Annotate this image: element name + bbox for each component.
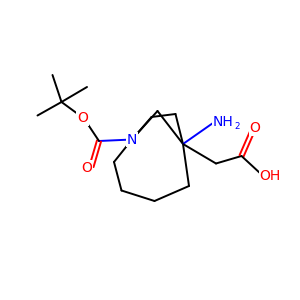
Text: O: O [250, 122, 260, 135]
Text: N: N [127, 133, 137, 146]
Text: $_2$: $_2$ [234, 119, 240, 133]
Text: NH: NH [213, 115, 234, 128]
Text: OH: OH [260, 169, 280, 182]
Text: O: O [77, 112, 88, 125]
Text: O: O [82, 161, 92, 175]
